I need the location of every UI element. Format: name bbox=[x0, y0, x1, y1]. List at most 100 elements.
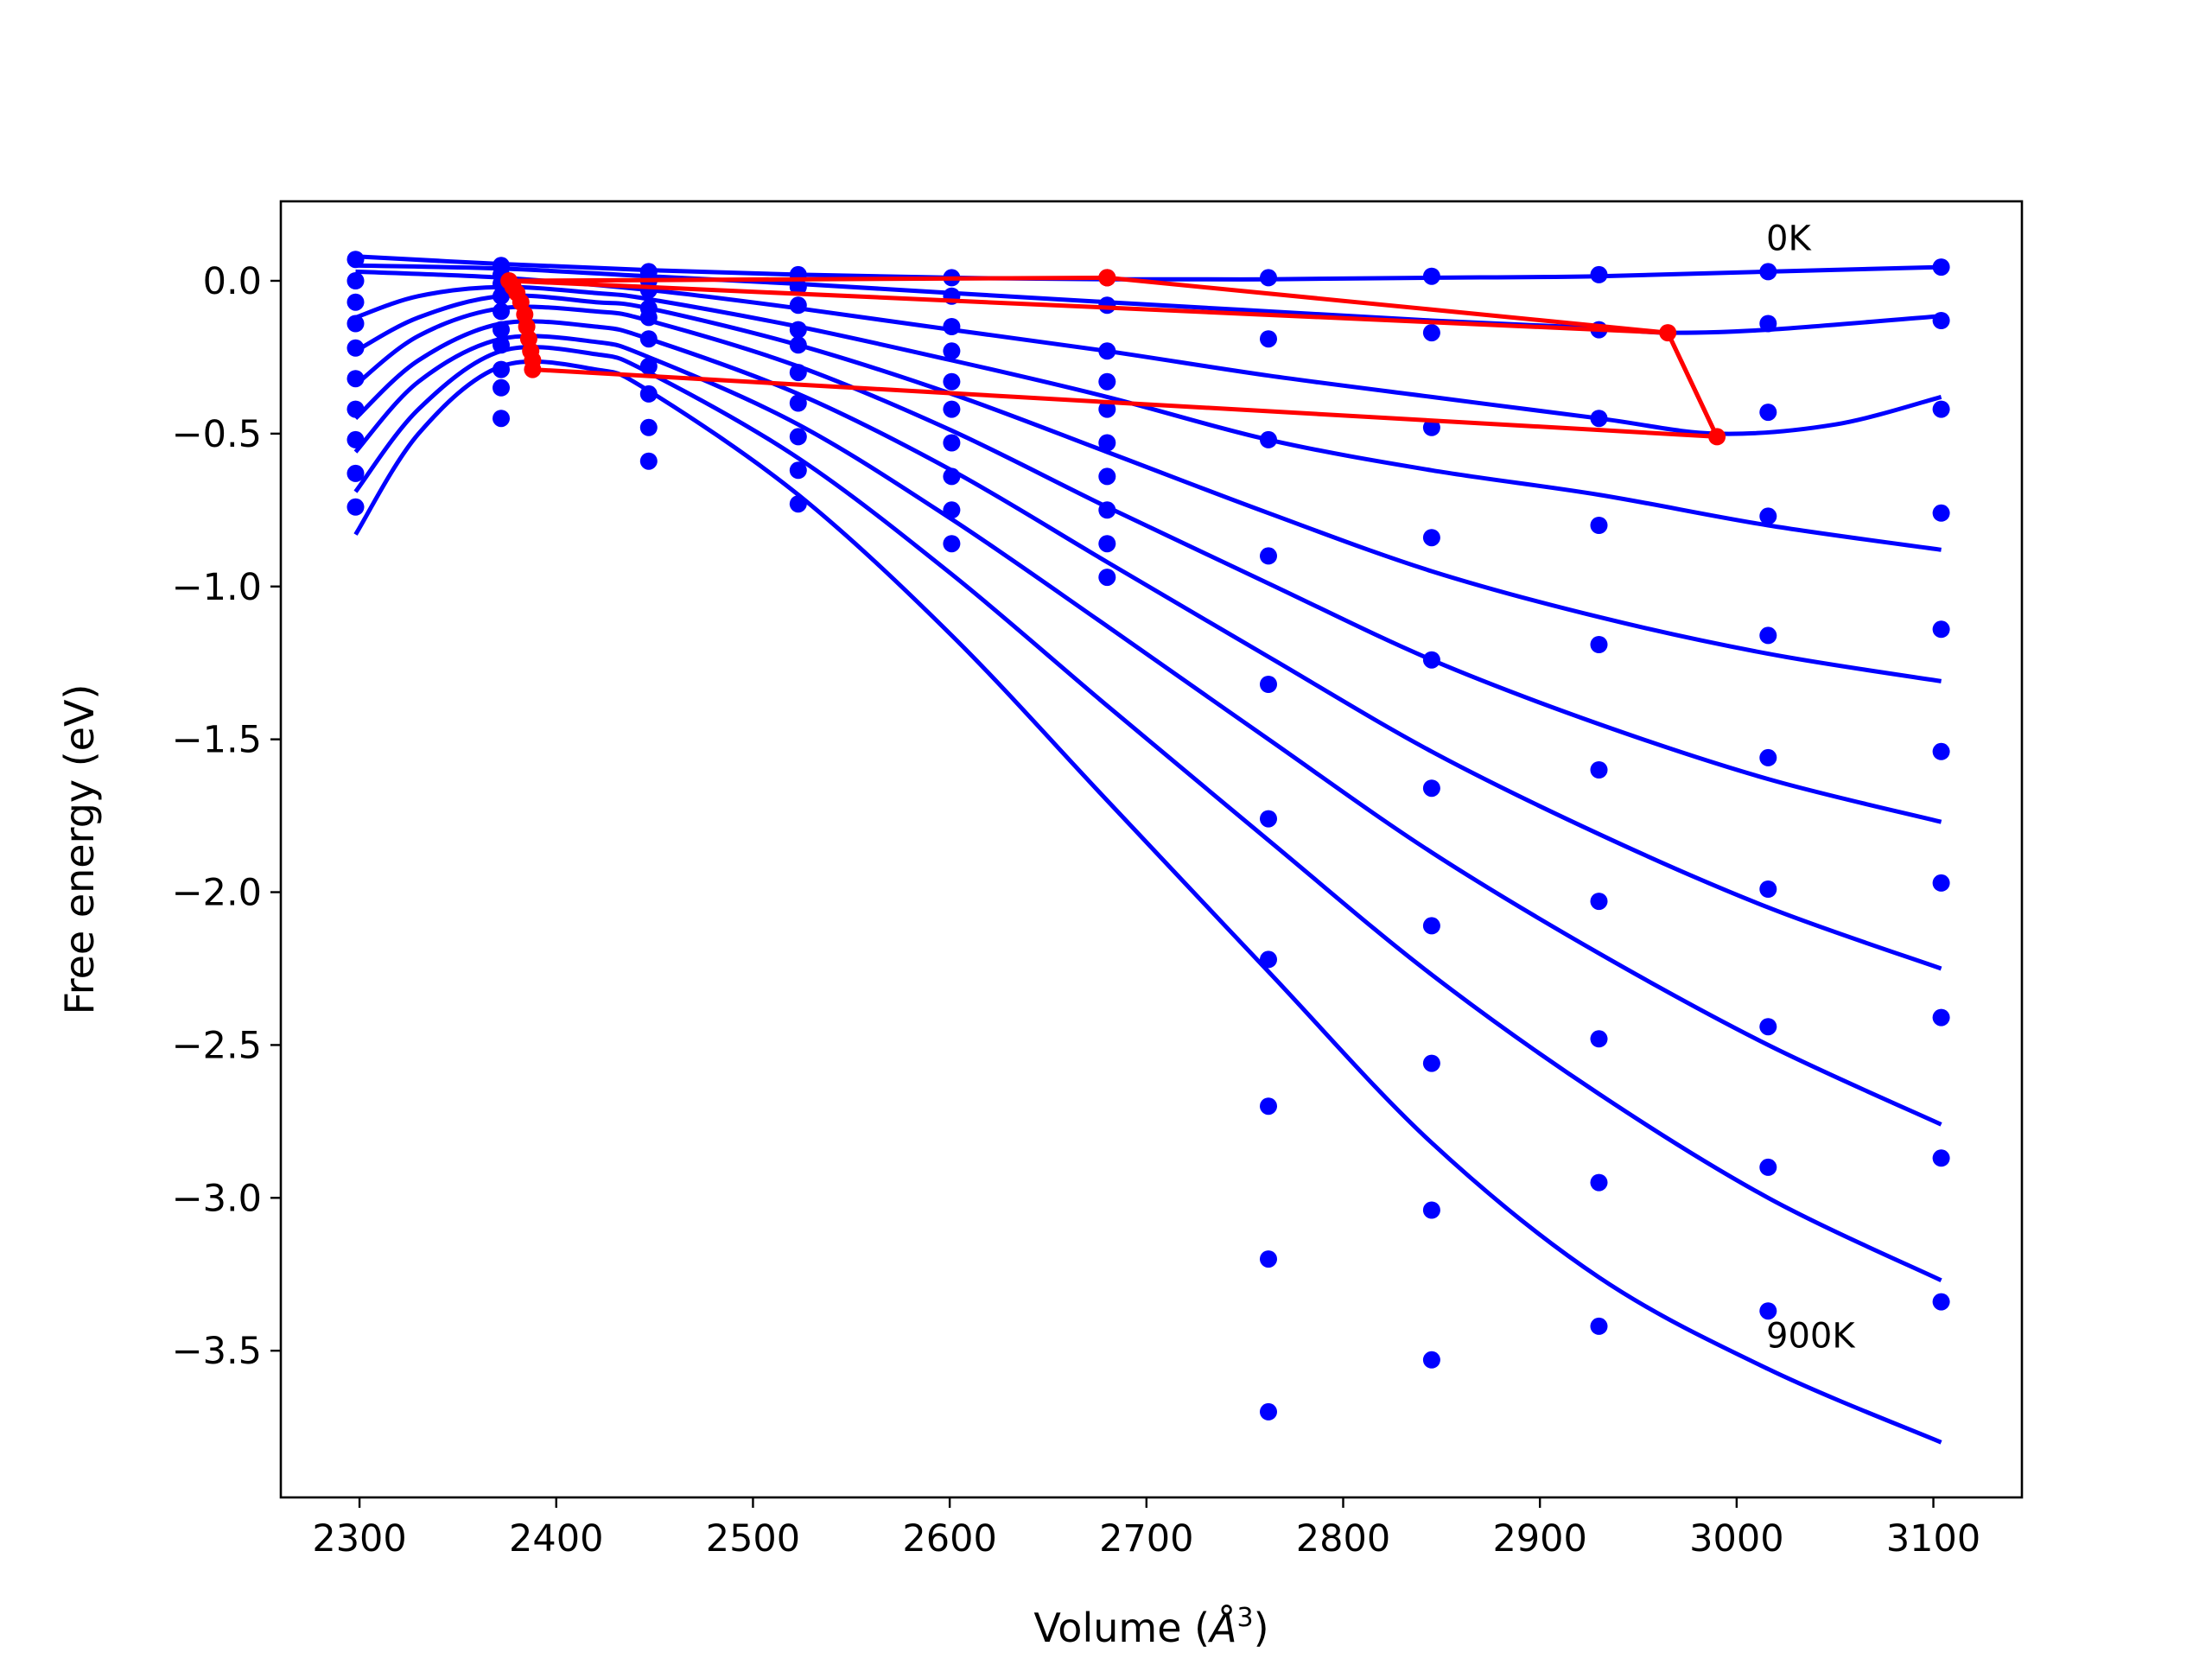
data-point bbox=[639, 330, 658, 348]
x-tick-label: 2400 bbox=[509, 1517, 603, 1560]
data-point bbox=[1260, 269, 1277, 287]
data-point bbox=[346, 272, 365, 289]
data-point bbox=[493, 302, 510, 321]
data-point bbox=[1422, 324, 1440, 342]
data-point bbox=[1098, 434, 1116, 452]
data-point bbox=[1098, 467, 1116, 486]
data-point bbox=[943, 318, 961, 335]
data-point bbox=[789, 495, 807, 513]
red-path-point bbox=[500, 272, 518, 289]
data-point bbox=[943, 467, 961, 486]
data-point bbox=[346, 498, 365, 516]
data-point bbox=[1590, 761, 1608, 779]
y-tick-label: 0.0 bbox=[203, 260, 262, 303]
data-point bbox=[1932, 1149, 1950, 1167]
y-tick-label: −3.5 bbox=[172, 1330, 262, 1373]
data-point bbox=[943, 535, 961, 553]
data-point bbox=[1590, 893, 1608, 911]
x-axis-label-unit: Å bbox=[1207, 1605, 1236, 1651]
red-path-point bbox=[1659, 324, 1677, 342]
data-point bbox=[1422, 917, 1440, 935]
data-point bbox=[1098, 372, 1116, 391]
x-tick-label: 2800 bbox=[1296, 1517, 1390, 1560]
data-point bbox=[1590, 410, 1608, 428]
data-point bbox=[639, 281, 658, 299]
annotations: 0K 900K bbox=[1766, 219, 1856, 1357]
data-point bbox=[943, 434, 961, 452]
data-point bbox=[789, 428, 807, 446]
y-axis-label: Free energy (eV) bbox=[56, 684, 103, 1015]
data-point bbox=[639, 418, 658, 436]
data-point bbox=[1932, 742, 1950, 760]
data-point bbox=[1932, 504, 1950, 522]
data-point bbox=[1932, 312, 1950, 329]
x-axis-label-close: ) bbox=[1254, 1605, 1269, 1651]
x-axis-label: Volume (Å3) bbox=[1033, 1603, 1268, 1651]
y-tick-label: −1.5 bbox=[172, 719, 262, 762]
y-tick-label: −3.0 bbox=[172, 1177, 262, 1220]
data-point bbox=[1932, 1293, 1950, 1311]
data-point bbox=[1759, 507, 1777, 525]
data-point bbox=[493, 360, 510, 378]
data-point bbox=[1260, 547, 1277, 565]
data-point bbox=[1098, 535, 1116, 553]
data-point bbox=[1098, 342, 1116, 360]
data-point bbox=[1422, 418, 1440, 436]
data-point bbox=[493, 410, 510, 428]
data-point bbox=[1260, 1402, 1277, 1421]
red-path-layer bbox=[500, 269, 1726, 446]
data-point bbox=[1098, 400, 1116, 418]
data-point bbox=[346, 370, 365, 388]
data-point bbox=[1759, 1302, 1777, 1320]
data-point bbox=[1422, 529, 1440, 547]
data-point bbox=[1590, 636, 1608, 653]
data-point bbox=[1260, 1097, 1277, 1116]
data-point bbox=[639, 452, 658, 470]
red-path-point bbox=[1098, 269, 1116, 287]
data-point bbox=[789, 461, 807, 480]
data-point bbox=[1260, 1250, 1277, 1268]
data-point bbox=[943, 342, 961, 360]
data-point bbox=[1098, 501, 1116, 519]
y-tick-label: −0.5 bbox=[172, 413, 262, 456]
data-point bbox=[1932, 1008, 1950, 1027]
x-axis-label-exponent: 3 bbox=[1237, 1603, 1254, 1633]
data-point bbox=[789, 364, 807, 382]
x-tick-label: 2600 bbox=[902, 1517, 996, 1560]
data-point bbox=[1932, 874, 1950, 892]
x-tick-label: 3000 bbox=[1689, 1517, 1783, 1560]
data-point bbox=[1260, 430, 1277, 448]
data-point bbox=[1422, 651, 1440, 669]
data-point bbox=[1422, 779, 1440, 798]
data-point bbox=[1260, 810, 1277, 828]
data-point bbox=[1590, 1030, 1608, 1048]
data-point bbox=[1759, 404, 1777, 422]
y-axis-ticks: 0.0 −0.5 −1.0 −1.5 −2.0 −2.5 −3.0 −3.5 bbox=[172, 260, 281, 1373]
data-point bbox=[493, 287, 510, 305]
y-tick-label: −2.5 bbox=[172, 1024, 262, 1067]
data-point bbox=[346, 339, 365, 357]
curve-annotation: 0K bbox=[1766, 219, 1812, 259]
fit-curve-5 bbox=[353, 304, 1942, 824]
data-point bbox=[1759, 263, 1777, 281]
x-tick-label: 2900 bbox=[1492, 1517, 1586, 1560]
data-point bbox=[1260, 950, 1277, 969]
data-point bbox=[346, 464, 365, 482]
plot-frame bbox=[279, 200, 2024, 1499]
fit-curve-6 bbox=[353, 319, 1942, 971]
y-tick-label: −2.0 bbox=[172, 872, 262, 915]
data-point bbox=[1759, 748, 1777, 766]
fit-curve-7 bbox=[353, 334, 1942, 1127]
data-point bbox=[1422, 1351, 1440, 1369]
data-point bbox=[1590, 1317, 1608, 1335]
data-point bbox=[1932, 400, 1950, 418]
fit-curve-8 bbox=[353, 345, 1942, 1283]
data-point bbox=[346, 315, 365, 333]
data-point bbox=[1590, 265, 1608, 283]
data-point bbox=[639, 308, 658, 327]
data-point bbox=[639, 358, 658, 375]
red-path-point bbox=[1708, 428, 1726, 446]
data-point bbox=[346, 251, 365, 269]
